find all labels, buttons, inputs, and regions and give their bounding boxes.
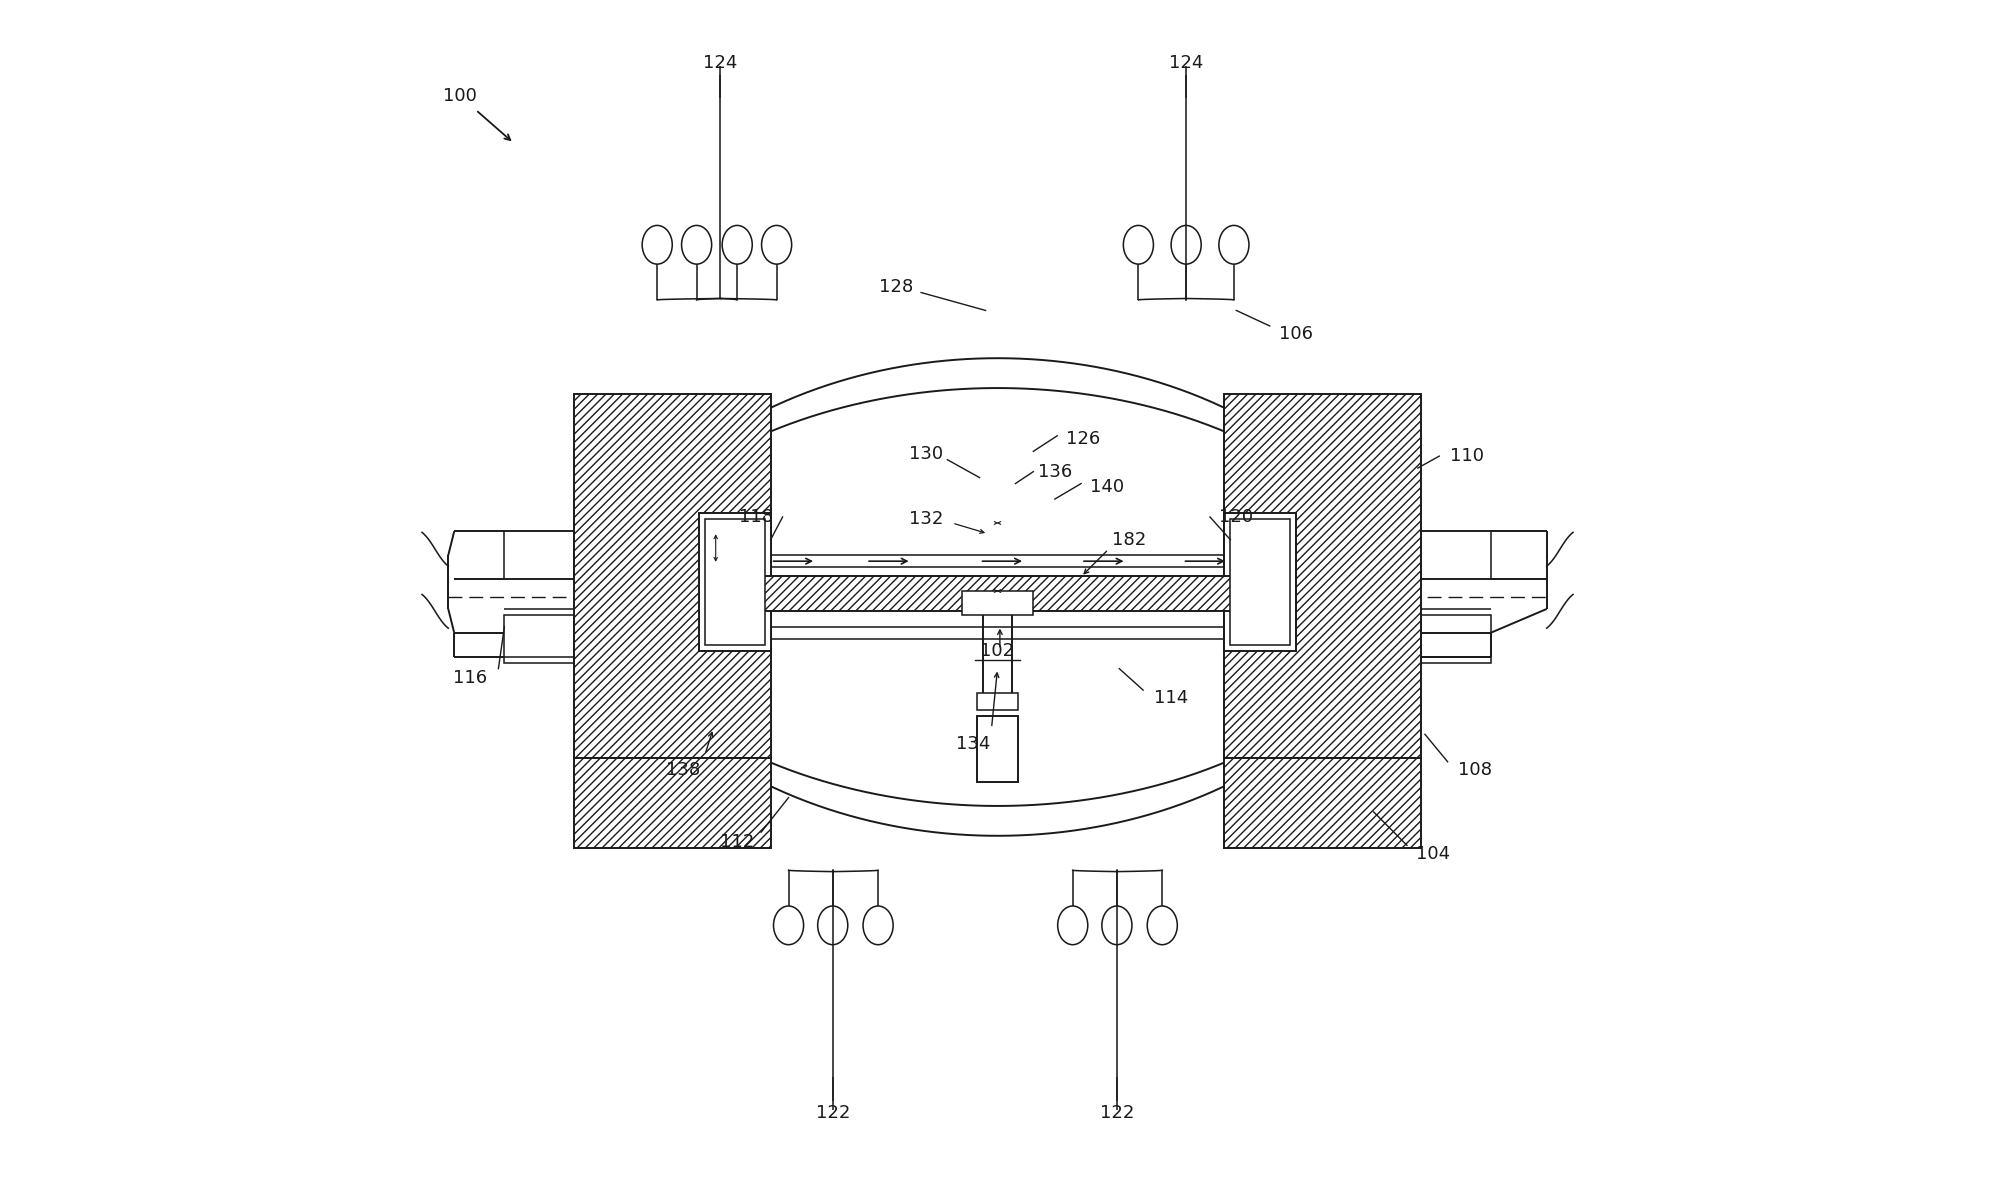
Text: 114: 114: [1153, 689, 1187, 708]
Ellipse shape: [864, 906, 894, 944]
Ellipse shape: [818, 906, 848, 944]
Text: 134: 134: [956, 734, 992, 753]
Ellipse shape: [1101, 906, 1131, 944]
Bar: [1225, 513, 1297, 651]
Text: 126: 126: [1067, 430, 1101, 449]
Text: 116: 116: [453, 669, 487, 688]
Text: 124: 124: [704, 54, 738, 73]
Text: 122: 122: [816, 1103, 850, 1122]
Text: 108: 108: [1458, 761, 1492, 780]
Ellipse shape: [642, 226, 672, 264]
Bar: [1225, 394, 1420, 758]
Text: 128: 128: [880, 277, 914, 296]
Bar: [962, 591, 1033, 615]
Ellipse shape: [682, 226, 712, 264]
Bar: [704, 519, 764, 645]
Text: 138: 138: [666, 761, 700, 780]
Ellipse shape: [1057, 906, 1087, 944]
Bar: [1225, 758, 1420, 848]
Bar: [1231, 519, 1291, 645]
Bar: [734, 576, 1261, 611]
Text: 132: 132: [908, 510, 944, 529]
Ellipse shape: [1147, 906, 1177, 944]
Text: 102: 102: [980, 641, 1015, 660]
Bar: [978, 716, 1017, 782]
Bar: [505, 615, 575, 663]
Text: 182: 182: [1111, 530, 1145, 549]
Bar: [1420, 615, 1490, 663]
Text: 122: 122: [1099, 1103, 1133, 1122]
Bar: [698, 513, 770, 651]
Text: 100: 100: [443, 86, 477, 105]
Ellipse shape: [722, 226, 752, 264]
Ellipse shape: [1123, 226, 1153, 264]
Text: 136: 136: [1037, 462, 1071, 481]
Text: 104: 104: [1416, 844, 1450, 863]
Ellipse shape: [1219, 226, 1249, 264]
Text: 112: 112: [720, 832, 754, 851]
Text: 124: 124: [1169, 54, 1203, 73]
Text: 130: 130: [910, 444, 944, 463]
Bar: [505, 531, 575, 579]
Bar: [575, 394, 770, 758]
Ellipse shape: [1171, 226, 1201, 264]
Bar: [978, 693, 1017, 710]
Bar: [1420, 531, 1490, 579]
Ellipse shape: [762, 226, 792, 264]
Text: 110: 110: [1450, 447, 1484, 466]
Bar: [575, 758, 770, 848]
Ellipse shape: [774, 906, 804, 944]
Text: 106: 106: [1279, 325, 1313, 344]
Text: 120: 120: [1219, 507, 1253, 527]
Text: 118: 118: [740, 507, 774, 527]
Text: 140: 140: [1091, 478, 1125, 497]
